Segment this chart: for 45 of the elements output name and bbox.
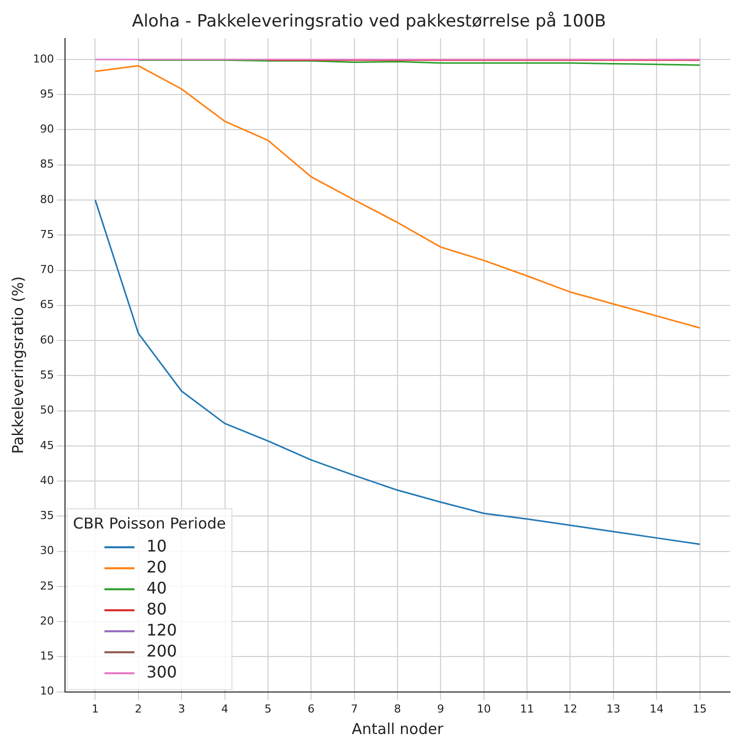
x-tick-label: 13	[606, 702, 620, 716]
x-tick-label: 12	[563, 702, 578, 716]
y-tick-label: 100	[32, 52, 54, 66]
y-tick-label: 45	[40, 438, 54, 452]
y-tick-label: 80	[40, 192, 54, 206]
y-tick-label: 85	[40, 158, 54, 171]
y-tick-label: 65	[40, 298, 54, 312]
x-tick-label: 10	[476, 702, 491, 716]
legend-label: 120	[146, 620, 177, 640]
y-axis-title: Pakkeleveringsratio (%)	[8, 276, 27, 454]
x-tick-label: 8	[394, 702, 401, 716]
chart-title: Aloha - Pakkeleveringsratio ved pakkestørrelse på 100B	[132, 12, 606, 32]
legend-label: 10	[146, 536, 167, 556]
x-axis-title: Antall noder	[352, 720, 444, 738]
y-tick-label: 55	[40, 368, 54, 382]
x-tick-label: 3	[178, 702, 186, 716]
y-tick-label: 25	[40, 579, 54, 592]
x-tick-label: 2	[134, 702, 142, 716]
y-tick-label: 20	[40, 614, 54, 628]
x-tick-label: 5	[264, 702, 272, 716]
x-tick-label: 7	[350, 702, 358, 716]
legend-label: 80	[146, 599, 167, 618]
x-tick-label: 11	[520, 702, 534, 716]
y-tick-label: 70	[40, 263, 54, 276]
y-tick-label: 15	[40, 650, 54, 663]
x-tick-label: 15	[692, 702, 707, 716]
y-tick-label: 90	[40, 122, 54, 136]
y-tick-label: 95	[40, 87, 54, 100]
y-tick-label: 10	[40, 684, 54, 698]
y-tick-label: 30	[40, 544, 54, 558]
x-tick-label: 4	[221, 702, 228, 716]
y-tick-label: 60	[40, 333, 54, 346]
x-tick-label: 6	[308, 702, 315, 716]
legend-label: 200	[146, 641, 177, 660]
legend-title: CBR Poisson Periode	[72, 514, 226, 533]
y-tick-label: 75	[40, 228, 54, 241]
x-tick-label: 14	[650, 702, 664, 716]
x-tick-label: 9	[437, 702, 444, 716]
legend-label: 40	[146, 578, 167, 598]
y-tick-label: 40	[40, 474, 54, 487]
y-tick-label: 50	[40, 404, 54, 417]
legend-label: 300	[146, 662, 177, 682]
legend-label: 20	[146, 557, 167, 576]
x-tick-label: 1	[92, 702, 99, 716]
y-tick-label: 35	[40, 509, 54, 522]
